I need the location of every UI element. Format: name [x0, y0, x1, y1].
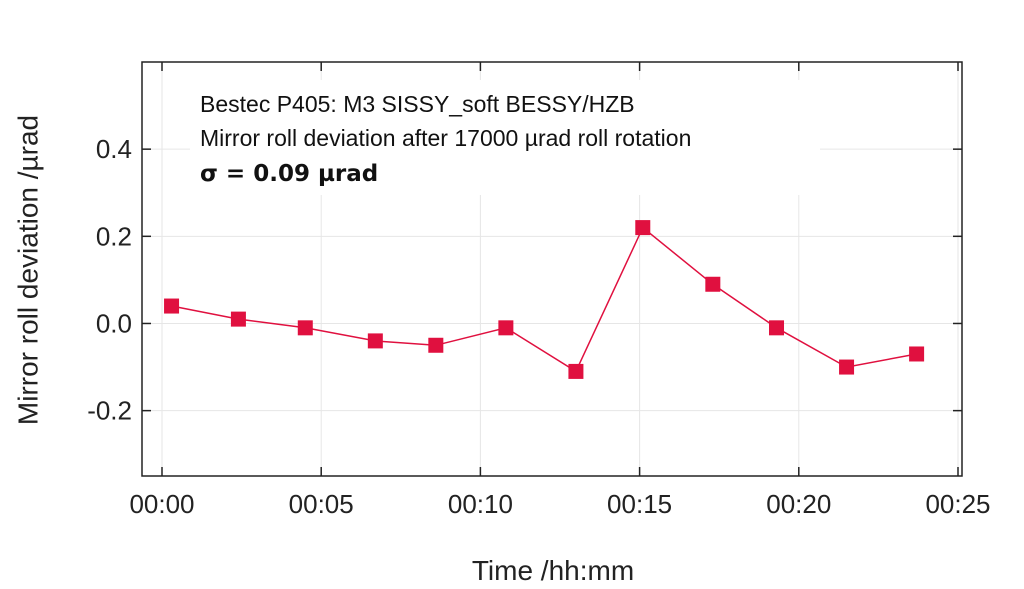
data-point: [498, 320, 513, 335]
annotation-line-2: Mirror roll deviation after 17000 µrad r…: [200, 125, 691, 151]
data-point: [368, 333, 383, 348]
data-point: [298, 320, 313, 335]
x-axis-tick-labels: 00:00 00:05 00:10 00:15 00:20 00:25: [129, 489, 990, 519]
y-tick-label: 0.0: [96, 308, 132, 338]
data-point: [839, 360, 854, 375]
x-tick-label: 00:00: [129, 489, 194, 519]
series-line: [172, 228, 917, 372]
data-point: [909, 346, 924, 361]
x-axis-title: Time /hh:mm: [472, 555, 634, 586]
y-axis-tick-labels: 0.4 0.2 0.0 -0.2: [87, 134, 132, 425]
data-point: [635, 220, 650, 235]
data-point: [705, 277, 720, 292]
annotation-box: Bestec P405: M3 SISSY_soft BESSY/HZB Mir…: [190, 80, 820, 195]
x-tick-label: 00:25: [925, 489, 990, 519]
y-tick-label: -0.2: [87, 396, 132, 426]
data-point: [568, 364, 583, 379]
annotation-sigma: σ = 0.09 µrad: [200, 161, 378, 187]
annotation-line-1: Bestec P405: M3 SISSY_soft BESSY/HZB: [200, 91, 635, 117]
y-axis-title: Mirror roll deviation /µrad: [12, 115, 43, 425]
y-tick-label: 0.2: [96, 221, 132, 251]
x-tick-label: 00:20: [766, 489, 831, 519]
x-tick-label: 00:05: [289, 489, 354, 519]
series-points: [164, 220, 924, 379]
data-point: [428, 338, 443, 353]
data-point: [769, 320, 784, 335]
y-tick-label: 0.4: [96, 134, 132, 164]
x-tick-label: 00:10: [448, 489, 513, 519]
data-point: [164, 299, 179, 314]
x-tick-label: 00:15: [607, 489, 672, 519]
data-point: [231, 312, 246, 327]
